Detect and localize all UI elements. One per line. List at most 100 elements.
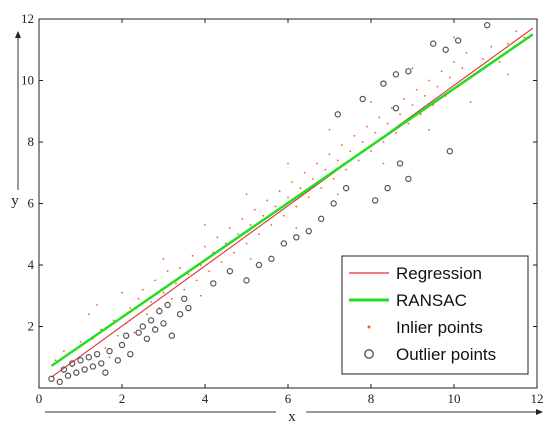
outlier-point (280, 240, 288, 247)
outlier-point (118, 341, 126, 349)
x-tick-label: 8 (368, 391, 375, 406)
outlier-point (77, 357, 84, 364)
y-tick-label: 8 (28, 134, 35, 149)
inlier-point (96, 304, 98, 306)
inlier-point (312, 178, 314, 180)
inlier-point (415, 88, 418, 91)
inlier-point (411, 104, 414, 106)
outlier-point (330, 200, 337, 207)
x-tick-label: 6 (285, 391, 292, 406)
outlier-point (305, 227, 312, 235)
inlier-point (316, 162, 318, 165)
inlier-point (461, 67, 464, 70)
inlier-point (440, 70, 443, 73)
inlier-point (204, 245, 206, 248)
outlier-point (185, 304, 192, 312)
inlier-point (473, 73, 476, 76)
outlier-point (293, 234, 300, 241)
inlier-point (353, 134, 356, 137)
inlier-point (79, 340, 82, 343)
inlier-point (278, 190, 281, 193)
inlier-point (419, 113, 422, 116)
data-points (48, 21, 526, 386)
inlier-point (523, 36, 526, 39)
outlier-point (64, 372, 72, 379)
legend-outlier-label: Outlier points (396, 345, 496, 364)
outlier-point (48, 375, 55, 382)
inlier-point (498, 61, 501, 63)
outlier-point (60, 366, 68, 373)
inlier-point (341, 144, 343, 146)
inlier-point (199, 264, 202, 266)
inlier-point (407, 122, 410, 125)
inlier-point (249, 257, 252, 260)
inlier-point (324, 168, 327, 171)
inlier-point (233, 251, 235, 254)
inlier-point (121, 291, 123, 294)
inlier-point (237, 233, 240, 236)
inlier-point (216, 236, 219, 239)
inlier-point (349, 150, 352, 153)
inlier-point (361, 141, 364, 143)
outlier-point (396, 160, 404, 167)
y-tick-label: 2 (28, 319, 35, 334)
inlier-point (208, 270, 211, 273)
inlier-point (108, 356, 111, 359)
inlier-point (220, 261, 223, 263)
inlier-point (191, 254, 194, 257)
inlier-point (299, 187, 302, 190)
inlier-point (515, 30, 518, 33)
legend-ransac-label: RANSAC (396, 291, 467, 310)
inlier-point (424, 94, 426, 97)
inlier-point (457, 85, 460, 88)
inlier-point (390, 107, 393, 110)
legend-inlier-symbol (367, 325, 371, 329)
x-tick-label: 10 (448, 391, 461, 406)
x-axis-arrow-head (536, 409, 543, 415)
inlier-point (92, 337, 94, 340)
inlier-point (287, 196, 289, 199)
outlier-point (392, 104, 400, 112)
outlier-point (73, 369, 80, 376)
inlier-point (336, 193, 339, 196)
inlier-point (453, 36, 455, 39)
inlier-point (320, 187, 323, 190)
inlier-point (183, 288, 186, 291)
inlier-point (295, 227, 298, 230)
outlier-point (147, 317, 155, 324)
outlier-point (243, 277, 250, 284)
outlier-point (106, 347, 113, 355)
axis-titles: x y (11, 193, 296, 425)
inlier-point (370, 101, 372, 103)
inlier-point (212, 251, 215, 254)
outlier-point (446, 148, 454, 155)
inlier-point (365, 125, 368, 128)
inlier-point (507, 42, 509, 45)
y-axis-label: y (11, 193, 19, 209)
inlier-point (282, 214, 285, 217)
inlier-point (245, 242, 248, 245)
outlier-point (93, 350, 101, 358)
inlier-point (436, 85, 439, 88)
outlier-point (114, 357, 122, 364)
outlier-point (255, 261, 263, 269)
outlier-point (442, 46, 449, 53)
outlier-point (181, 295, 188, 303)
x-tick-label: 4 (202, 391, 209, 406)
inlier-point (270, 224, 273, 226)
outlier-point (176, 311, 184, 318)
inlier-point (332, 178, 335, 180)
inlier-point (116, 334, 119, 337)
inlier-point (336, 159, 339, 162)
outlier-point (226, 267, 234, 275)
outlier-point (143, 335, 151, 342)
inlier-point (453, 61, 455, 63)
outlier-point (318, 215, 325, 223)
x-tick-label: 2 (119, 391, 126, 406)
inlier-point (162, 291, 165, 294)
inlier-point (137, 297, 140, 300)
inlier-point (399, 113, 401, 116)
inlier-point (54, 359, 57, 362)
inlier-point (328, 153, 331, 156)
